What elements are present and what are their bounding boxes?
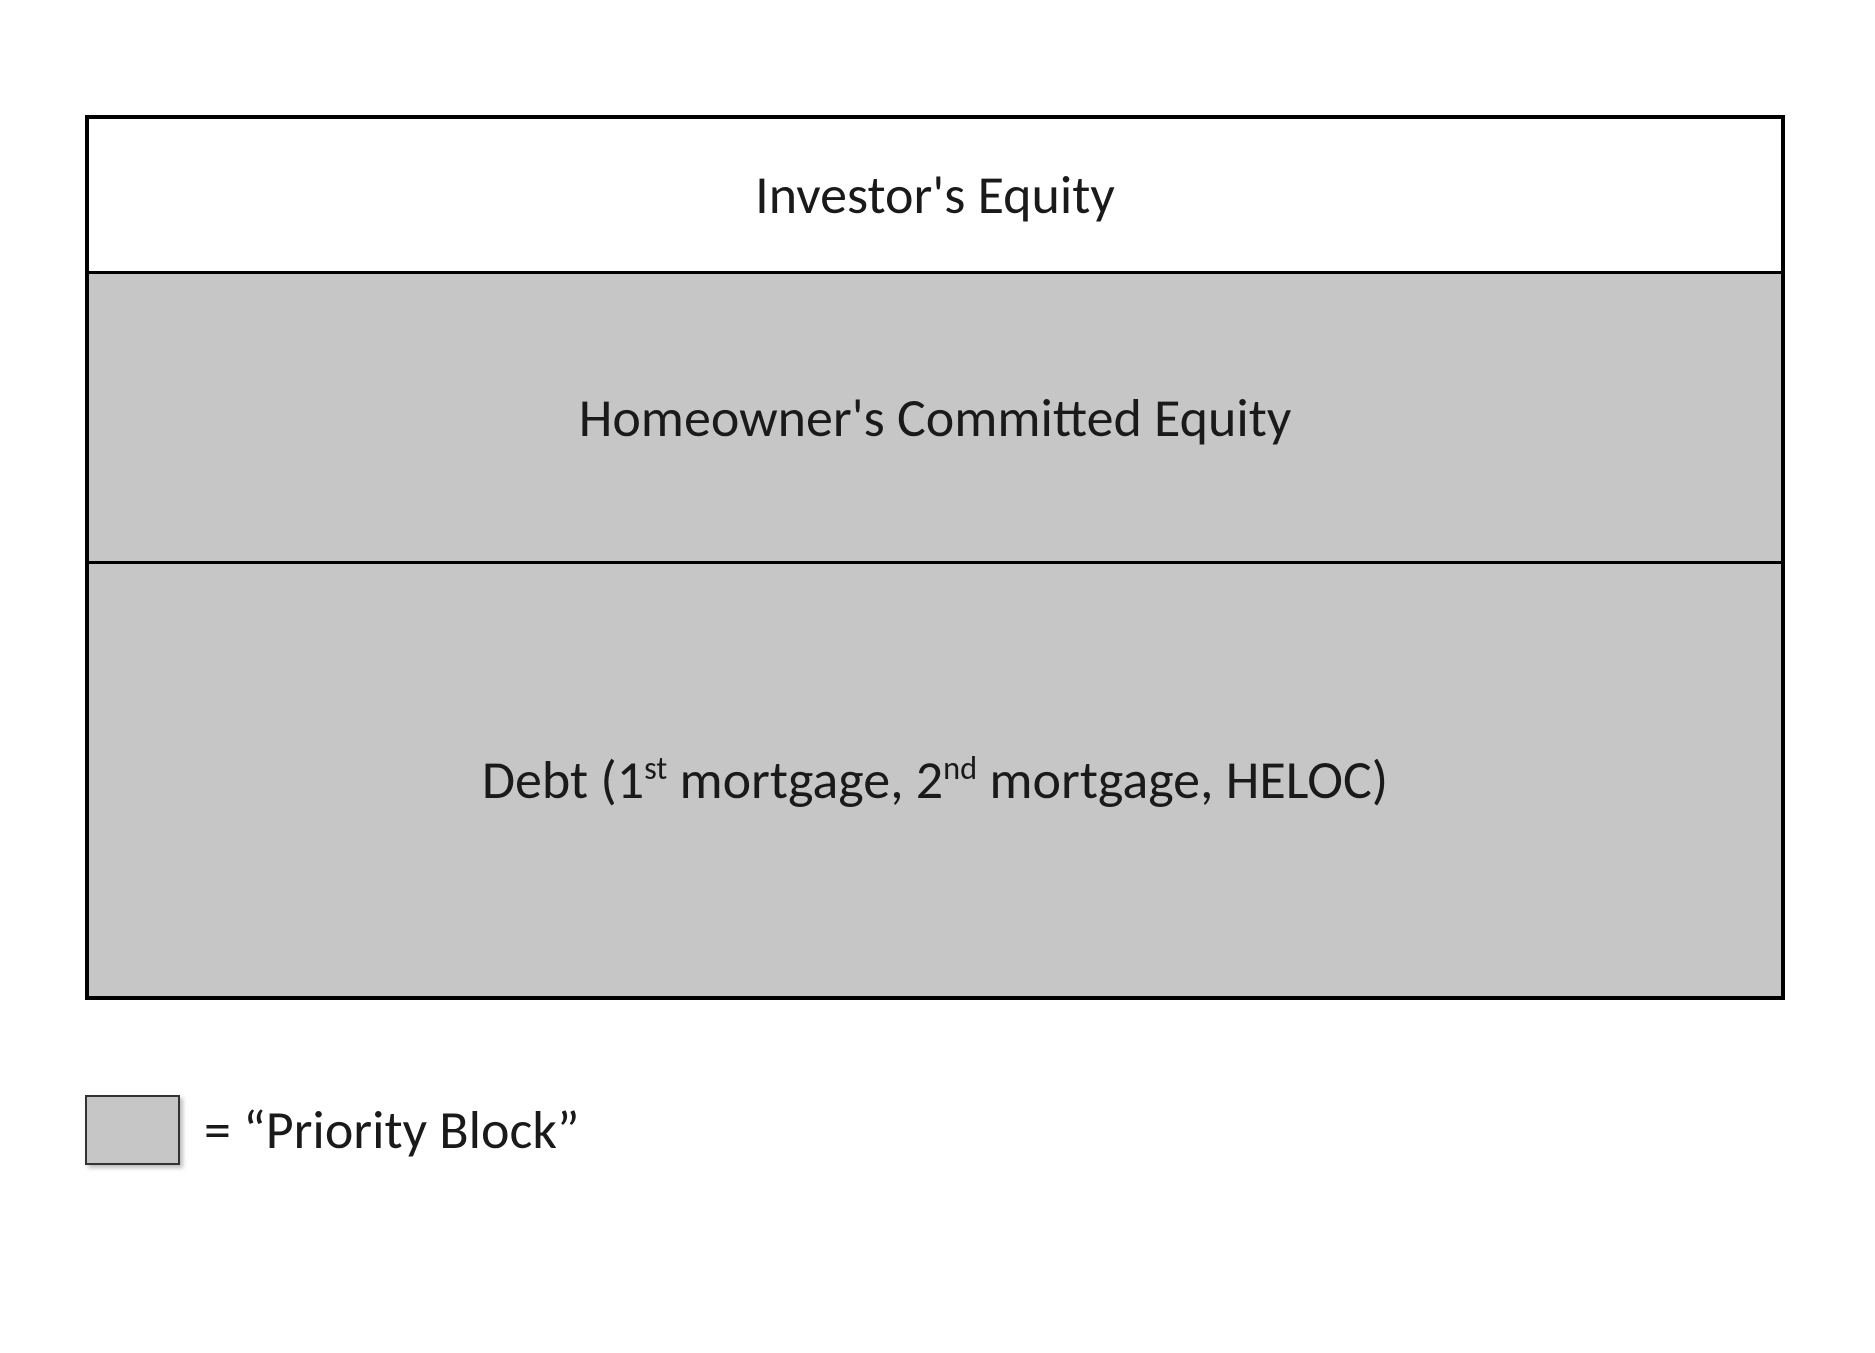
stack-row-debt: Debt (1st mortgage, 2nd mortgage, HELOC) xyxy=(89,564,1781,996)
legend-label: = “Priority Block” xyxy=(204,1097,579,1163)
row-label: Homeowner's Committed Equity xyxy=(579,385,1292,451)
capital-stack-diagram: Investor's Equity Homeowner's Committed … xyxy=(85,115,1785,1000)
stack-row-investor-equity: Investor's Equity xyxy=(89,119,1781,274)
stack-row-homeowner-equity: Homeowner's Committed Equity xyxy=(89,274,1781,564)
row-label: Debt (1st mortgage, 2nd mortgage, HELOC) xyxy=(482,747,1388,813)
row-label: Investor's Equity xyxy=(755,162,1115,228)
legend-swatch xyxy=(85,1095,180,1165)
legend: = “Priority Block” xyxy=(85,1095,579,1165)
